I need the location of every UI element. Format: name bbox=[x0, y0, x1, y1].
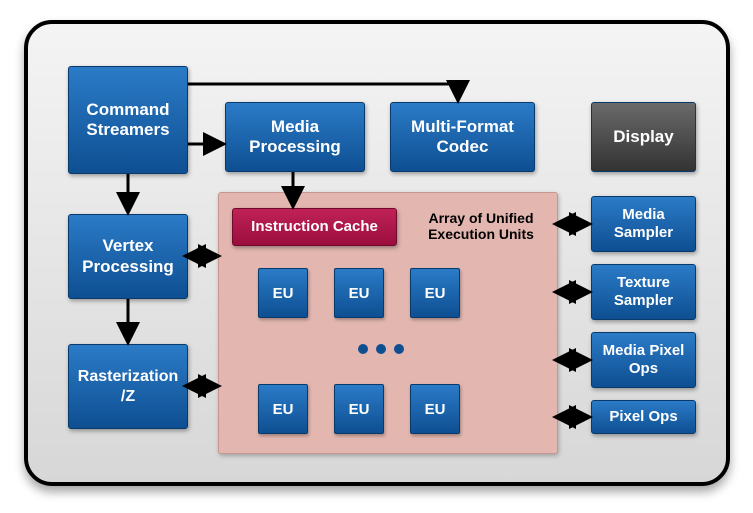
eu-unit: EU bbox=[410, 384, 460, 434]
ellipsis-dots bbox=[358, 344, 404, 354]
instruction-cache-block: Instruction Cache bbox=[232, 208, 397, 246]
multi-format-codec-block: Multi-FormatCodec bbox=[390, 102, 535, 172]
pixel-ops-block: Pixel Ops bbox=[591, 400, 696, 434]
display-block: Display bbox=[591, 102, 696, 172]
vertex-processing-block: VertexProcessing bbox=[68, 214, 188, 299]
media-processing-block: MediaProcessing bbox=[225, 102, 365, 172]
media-pixel-ops-block: Media PixelOps bbox=[591, 332, 696, 388]
diagram-frame: Array of UnifiedExecution Units CommandS… bbox=[24, 20, 730, 486]
rasterization-block: Rasterization/Z bbox=[68, 344, 188, 429]
eu-unit: EU bbox=[334, 268, 384, 318]
texture-sampler-block: TextureSampler bbox=[591, 264, 696, 320]
eu-unit: EU bbox=[334, 384, 384, 434]
eu-array-label: Array of UnifiedExecution Units bbox=[406, 210, 556, 242]
media-sampler-block: MediaSampler bbox=[591, 196, 696, 252]
eu-unit: EU bbox=[258, 384, 308, 434]
command-streamers-block: CommandStreamers bbox=[68, 66, 188, 174]
eu-unit: EU bbox=[410, 268, 460, 318]
eu-unit: EU bbox=[258, 268, 308, 318]
